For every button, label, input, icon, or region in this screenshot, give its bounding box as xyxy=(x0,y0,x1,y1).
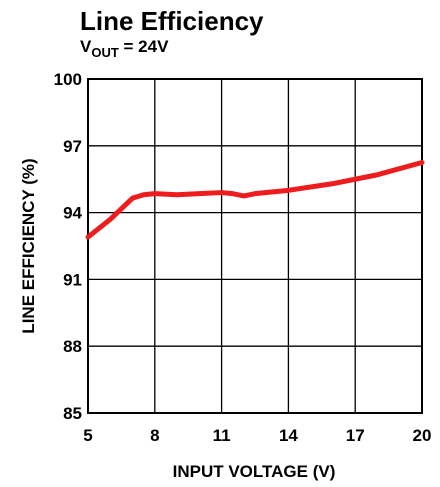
x-tick-label: 20 xyxy=(413,426,432,445)
x-axis-label: INPUT VOLTAGE (V) xyxy=(173,462,336,481)
subtitle-part: V xyxy=(80,37,92,56)
x-tick-label: 17 xyxy=(346,426,365,445)
y-tick-label: 91 xyxy=(63,270,82,289)
chart-subtitle: VOUT = 24V xyxy=(80,37,169,60)
y-tick-label: 100 xyxy=(54,70,82,89)
data-line xyxy=(85,160,425,240)
plot-frame xyxy=(87,78,423,414)
y-tick-label: 88 xyxy=(63,337,82,356)
y-axis-label: LINE EFFICIENCY (%) xyxy=(19,158,38,333)
x-tick-label: 8 xyxy=(150,426,159,445)
subtitle-part: = 24V xyxy=(119,37,169,56)
x-tick-label: 11 xyxy=(213,426,231,445)
y-tick-label: 85 xyxy=(63,404,82,423)
y-tick-label: 94 xyxy=(63,204,82,223)
chart-title: Line Efficiency xyxy=(80,6,264,36)
x-tick-label: 5 xyxy=(83,426,92,445)
x-tick-label: 14 xyxy=(279,426,298,445)
subtitle-sub: OUT xyxy=(91,45,119,60)
y-tick-label: 97 xyxy=(63,137,82,156)
